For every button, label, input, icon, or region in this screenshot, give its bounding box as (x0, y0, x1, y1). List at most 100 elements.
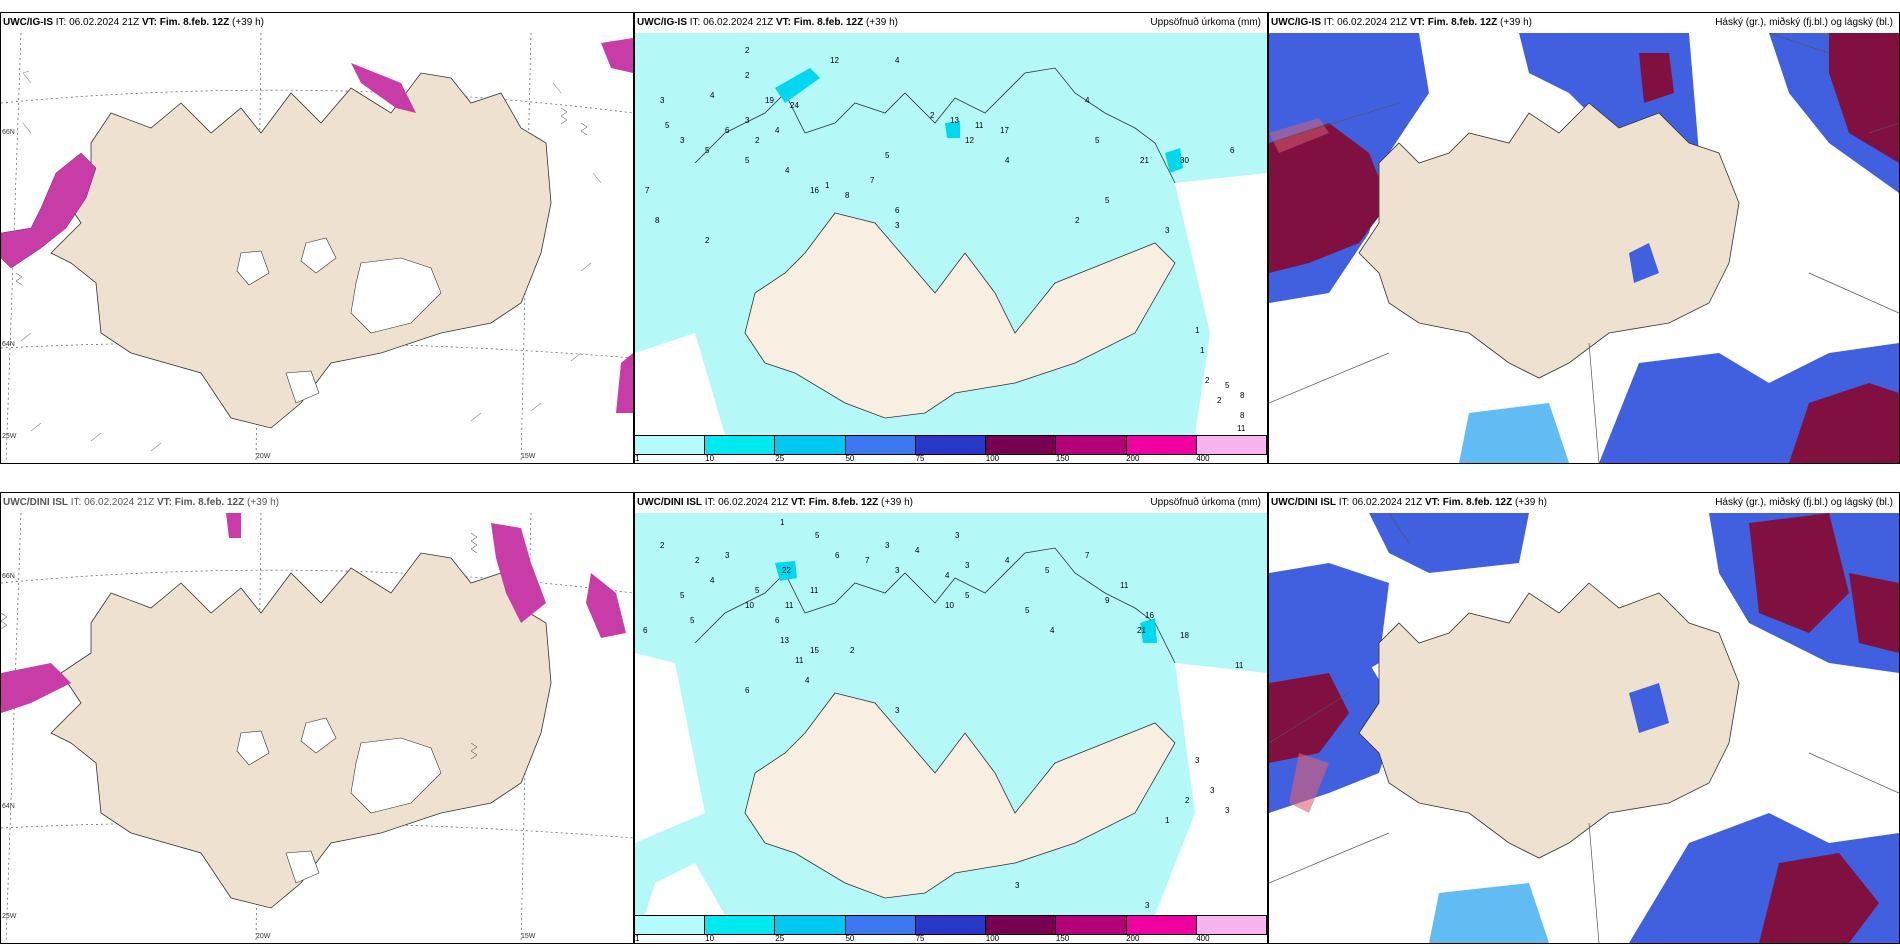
colorbar-swatches (635, 435, 1267, 455)
svg-text:6: 6 (1230, 146, 1235, 155)
svg-text:10: 10 (945, 601, 954, 610)
colorbar-swatches (635, 915, 1267, 935)
svg-text:3: 3 (955, 531, 960, 540)
svg-text:2: 2 (1205, 376, 1210, 385)
precip-map: 1 2 2 5 4 3 5 6 7 3 4 3 22 11 5 10 11 6 … (635, 513, 1267, 915)
svg-text:3: 3 (1225, 806, 1230, 815)
lat-label-66n: 66N (2, 573, 15, 580)
valid-time-label: VT: (775, 17, 791, 28)
svg-text:5: 5 (1025, 606, 1030, 615)
colorbar-label: 200 (1126, 934, 1140, 943)
svg-text:3: 3 (1015, 881, 1020, 890)
swatch-200 (1126, 916, 1197, 934)
valid-time-label: VT: (156, 497, 172, 508)
lead-time: (+39 h) (247, 497, 279, 508)
svg-text:5: 5 (1105, 196, 1110, 205)
model-name: UWC/IG-IS (637, 17, 687, 28)
init-time: IT: 06.02.2024 21Z (1323, 17, 1408, 28)
svg-text:11: 11 (785, 601, 794, 610)
colorbar-label: 75 (915, 454, 925, 463)
lat-label-64n: 64N (2, 341, 15, 348)
lon-label-25w: 25W (2, 433, 17, 440)
svg-text:4: 4 (775, 126, 780, 135)
svg-text:15: 15 (810, 646, 819, 655)
swatch-400 (1196, 436, 1267, 454)
swatch-75 (915, 916, 987, 934)
svg-text:2: 2 (660, 541, 665, 550)
valid-time-label: VT: (790, 497, 806, 508)
field-title: Uppsöfnuð úrkoma (mm) (1150, 17, 1261, 28)
colorbar-label: 100 (985, 454, 1000, 463)
swatch-50 (845, 916, 916, 934)
colorbar-label: 25 (775, 454, 785, 463)
colorbar-label: 400 (1196, 454, 1210, 463)
svg-text:18: 18 (1180, 631, 1189, 640)
swatch-10 (705, 916, 776, 934)
svg-text:1: 1 (1195, 326, 1200, 335)
colorbar-labels: 1 10 25 50 75 100 150 200 400 (635, 454, 1267, 463)
svg-text:2: 2 (1185, 796, 1190, 805)
wind-map: 66N 64N 25W 20W 15W (1, 33, 633, 463)
svg-text:7: 7 (1085, 551, 1090, 560)
panel-header: UWC/IG-IS IT: 06.02.2024 21Z VT: Fim. 8.… (1271, 17, 1895, 31)
cloud-map-svg (1269, 513, 1899, 943)
panel-wind-dini: UWC/DINI ISL IT: 06.02.2024 21Z VT: Fim.… (0, 492, 634, 944)
model-name: UWC/IG-IS (3, 17, 53, 28)
svg-text:30: 30 (1180, 156, 1189, 165)
svg-text:3: 3 (895, 706, 900, 715)
svg-text:5: 5 (1225, 381, 1230, 390)
field-title: Háský (gr.), miðský (fj.bl.) og lágský (… (1715, 497, 1893, 508)
precip-colorbar: 1 10 25 50 75 100 150 200 400 (635, 915, 1267, 943)
svg-text:5: 5 (680, 591, 685, 600)
svg-text:2: 2 (745, 46, 750, 55)
colorbar-label: 1 (635, 454, 640, 463)
init-time: IT: 06.02.2024 21Z (689, 17, 774, 28)
lat-label-64n: 64N (2, 803, 15, 810)
svg-text:16: 16 (1145, 611, 1154, 620)
valid-time: Fim. 8.feb. 12Z (174, 497, 245, 508)
colorbar-label: 150 (1055, 454, 1070, 463)
svg-text:4: 4 (1005, 156, 1010, 165)
svg-text:4: 4 (785, 166, 790, 175)
model-name: UWC/DINI ISL (3, 497, 68, 508)
svg-text:3: 3 (895, 566, 900, 575)
lat-label-66n: 66N (2, 129, 15, 136)
cloud-map-svg (1269, 33, 1899, 463)
panel-clouds-ig-is: UWC/IG-IS IT: 06.02.2024 21Z VT: Fim. 8.… (1268, 12, 1900, 464)
colorbar-label: 200 (1126, 454, 1140, 463)
svg-text:3: 3 (895, 221, 900, 230)
svg-text:3: 3 (1210, 786, 1215, 795)
panel-header: UWC/DINI ISL IT: 06.02.2024 21Z VT: Fim.… (3, 497, 629, 511)
colorbar-labels: 1 10 25 50 75 100 150 200 400 (635, 934, 1267, 943)
panel-header: UWC/IG-IS IT: 06.02.2024 21Z VT: Fim. 8.… (3, 17, 629, 31)
svg-text:21: 21 (1137, 626, 1146, 635)
svg-text:6: 6 (835, 551, 840, 560)
swatch-1 (635, 916, 706, 934)
svg-text:2: 2 (1075, 216, 1080, 225)
svg-text:8: 8 (1240, 411, 1245, 420)
svg-text:6: 6 (643, 626, 648, 635)
svg-text:2: 2 (930, 111, 935, 120)
svg-text:5: 5 (705, 146, 710, 155)
svg-text:4: 4 (1085, 96, 1090, 105)
svg-text:5: 5 (755, 586, 760, 595)
lead-time: (+39 h) (881, 497, 913, 508)
svg-text:7: 7 (865, 556, 870, 565)
precip-value-labels: 2 12 4 3 5 4 2 3 5 6 4 2 4 3 19 24 5 16 … (645, 46, 1246, 433)
svg-text:4: 4 (710, 576, 715, 585)
field-title: Háský (gr.), miðský (fj.bl.) og lágský (… (1715, 17, 1893, 28)
svg-text:11: 11 (795, 656, 804, 665)
svg-text:3: 3 (680, 136, 685, 145)
svg-text:4: 4 (805, 676, 810, 685)
svg-text:2: 2 (1217, 396, 1222, 405)
svg-text:11: 11 (1237, 424, 1246, 433)
swatch-25 (775, 916, 846, 934)
panel-header: UWC/IG-IS IT: 06.02.2024 21Z VT: Fim. 8.… (637, 17, 1263, 31)
svg-text:1: 1 (1200, 346, 1205, 355)
precip-map-svg: 2 12 4 3 5 4 2 3 5 6 4 2 4 3 19 24 5 16 … (635, 33, 1267, 435)
panel-header: UWC/DINI ISL IT: 06.02.2024 21Z VT: Fim.… (1271, 497, 1895, 511)
lon-label-20w: 20W (256, 933, 271, 940)
svg-text:4: 4 (895, 56, 900, 65)
svg-text:1: 1 (1165, 816, 1170, 825)
colorbar-label: 10 (705, 934, 715, 943)
